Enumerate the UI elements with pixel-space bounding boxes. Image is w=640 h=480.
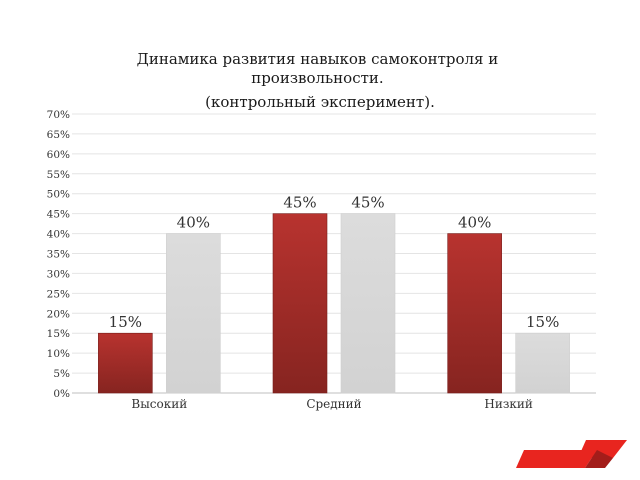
bar-Низкий-series-1 [447,233,502,394]
data-label: 45% [283,194,316,212]
bars [98,213,570,394]
bar-Средний-series-1 [272,213,328,394]
y-tick-label: 10% [47,348,70,360]
decoration-stripe-lower [516,450,597,468]
y-tick-label: 0% [53,388,70,400]
category-label: Средний [306,397,361,411]
y-tick-label: 35% [47,249,70,261]
category-label: Высокий [131,397,187,411]
y-tick-label: 25% [47,288,70,300]
category-label: Низкий [484,397,533,411]
y-axis-tick-labels: 0% 5% 10% 15% 20% 25% 30% 35% 40% 45% 50% 55% 60% 65%… [47,109,70,400]
bar-Высокий-series-1 [98,332,153,394]
chart-title-line-1: Динамика развития навыков самоконтроля и [137,50,499,68]
y-tick-label: 30% [47,268,70,280]
data-label: 40% [458,214,491,232]
chart-title: Динамика развития навыков самоконтроля и… [137,49,504,111]
bar-Низкий-series-2 [515,332,570,394]
y-tick-label: 60% [47,149,70,161]
y-tick-label: 45% [47,209,70,221]
y-tick-label: 65% [47,129,70,141]
gridlines [72,113,596,394]
decoration-stripe-shadow [585,450,613,468]
y-tick-label: 70% [47,109,70,121]
data-label: 15% [526,313,559,331]
chart-title-line-2: произвольности. [251,69,383,87]
y-tick-label: 20% [47,308,70,320]
data-labels: 15% 40% 45% 45% 40% 15% [109,194,560,332]
y-tick-label: 55% [47,169,70,181]
bar-Средний-series-2 [340,213,396,394]
y-tick-label: 5% [53,368,70,380]
corner-decoration [516,440,627,468]
y-tick-label: 15% [47,328,70,340]
chart-title-line-3: (контрольный эксперимент). [205,93,435,111]
bar-Высокий-series-2 [166,233,221,394]
data-label: 40% [177,214,210,232]
y-tick-label: 50% [47,189,70,201]
data-label: 45% [351,194,384,212]
x-axis-category-labels: Высокий Средний Низкий [131,397,532,411]
y-tick-label: 40% [47,229,70,241]
data-label: 15% [109,313,142,331]
